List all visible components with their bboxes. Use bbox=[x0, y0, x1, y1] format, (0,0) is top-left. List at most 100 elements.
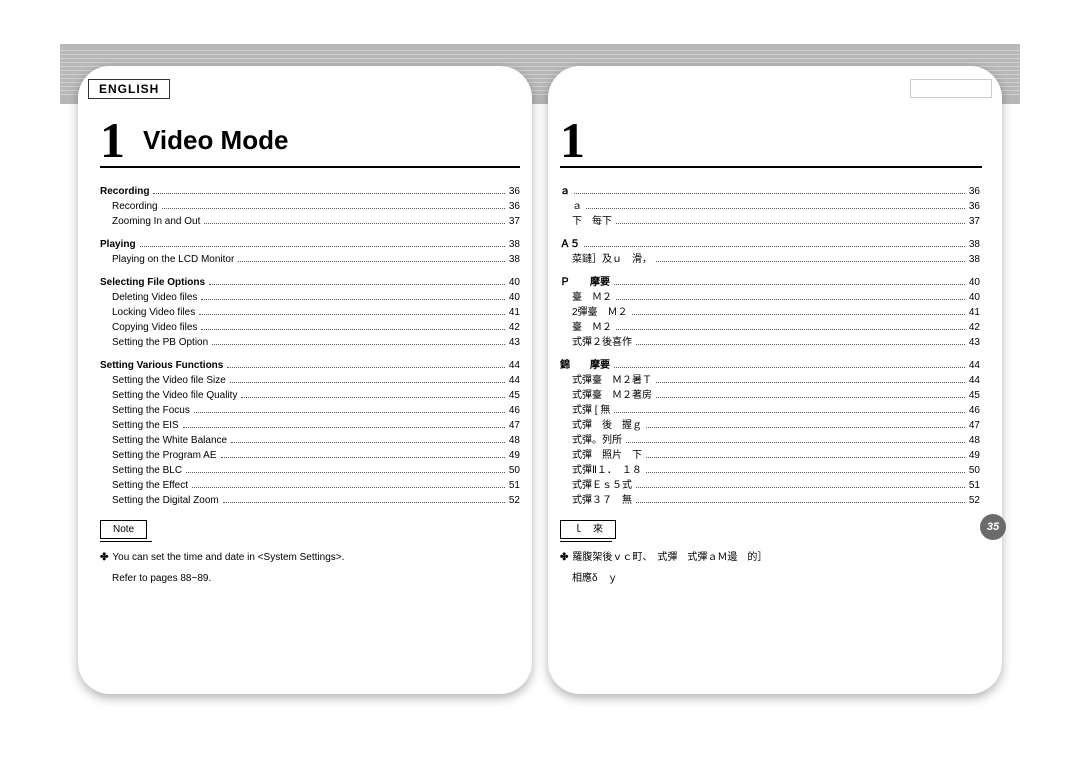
toc-label: Setting the Focus bbox=[100, 403, 190, 418]
toc-label: Setting the EIS bbox=[100, 418, 179, 433]
toc-page: 40 bbox=[969, 275, 980, 290]
toc-row: Playing38 bbox=[100, 237, 520, 252]
toc-leader-dots bbox=[574, 192, 965, 194]
language-tab-right bbox=[910, 79, 992, 98]
toc-page: 52 bbox=[509, 493, 520, 508]
toc-leader-dots bbox=[194, 411, 505, 413]
toc-page: 43 bbox=[969, 335, 980, 350]
note-box: Note bbox=[100, 520, 147, 539]
toc-row: Zooming In and Out37 bbox=[100, 214, 520, 229]
toc-label: 臺 Ｍ２ bbox=[560, 320, 612, 335]
toc-row: 式彈 照片 下 49 bbox=[560, 448, 980, 463]
cross-icon: ✤ bbox=[560, 552, 568, 563]
toc-page: 40 bbox=[969, 290, 980, 305]
toc-label: 式彈臺 Ｍ２暑Ｔ bbox=[560, 373, 652, 388]
page-number-badge: 35 bbox=[980, 514, 1006, 540]
toc-label: Playing on the LCD Monitor bbox=[100, 252, 234, 267]
toc-page: 46 bbox=[969, 403, 980, 418]
toc-row: 式彈Ｅｓ５式51 bbox=[560, 478, 980, 493]
toc-page: 42 bbox=[509, 320, 520, 335]
toc-page: 38 bbox=[969, 252, 980, 267]
toc-page: 36 bbox=[969, 199, 980, 214]
toc-label: Setting the Video file Size bbox=[100, 373, 226, 388]
toc-leader-dots bbox=[646, 426, 965, 428]
toc-leader-dots bbox=[636, 343, 965, 345]
toc-leader-dots bbox=[632, 313, 965, 315]
toc-row: Ａ５38 bbox=[560, 237, 980, 252]
note-text: ✤You can set the time and date in <Syste… bbox=[100, 550, 520, 565]
toc-leader-dots bbox=[646, 456, 965, 458]
toc-row: 菜鏈］及ｕ 滑，38 bbox=[560, 252, 980, 267]
toc-label: Setting Various Functions bbox=[100, 358, 223, 373]
toc-label: 式彈２後喜作 bbox=[560, 335, 632, 350]
toc-row: Setting the White Balance48 bbox=[100, 433, 520, 448]
toc-label: 臺 Ｍ２ bbox=[560, 290, 612, 305]
toc-page: 44 bbox=[969, 373, 980, 388]
toc-leader-dots bbox=[140, 245, 505, 247]
toc-left: Recording36Recording36Zooming In and Out… bbox=[100, 184, 520, 586]
toc-leader-dots bbox=[616, 222, 965, 224]
toc-leader-dots bbox=[636, 501, 965, 503]
toc-leader-dots bbox=[614, 411, 965, 413]
toc-row: 式彈 [ 無 46 bbox=[560, 403, 980, 418]
toc-row: ａ36 bbox=[560, 199, 980, 214]
right-title-row: 1 bbox=[560, 110, 980, 170]
toc-label: Setting the Video file Quality bbox=[100, 388, 237, 403]
toc-leader-dots bbox=[614, 366, 965, 368]
language-tab-english: ENGLISH bbox=[88, 79, 170, 99]
toc-page: 51 bbox=[509, 478, 520, 493]
toc-label: 式彈 照片 下 bbox=[560, 448, 642, 463]
toc-label: 式彈 [ 無 bbox=[560, 403, 610, 418]
toc-page: 37 bbox=[969, 214, 980, 229]
toc-leader-dots bbox=[204, 222, 504, 224]
toc-leader-dots bbox=[192, 486, 505, 488]
toc-row: ａ36 bbox=[560, 184, 980, 199]
toc-row: Setting Various Functions 44 bbox=[100, 358, 520, 373]
toc-leader-dots bbox=[616, 328, 965, 330]
toc-page: 41 bbox=[969, 305, 980, 320]
toc-page: 48 bbox=[509, 433, 520, 448]
toc-page: 49 bbox=[969, 448, 980, 463]
toc-leader-dots bbox=[656, 260, 965, 262]
toc-leader-dots bbox=[209, 283, 505, 285]
toc-label: Selecting File Options bbox=[100, 275, 205, 290]
note-text: ✤羅腹架後ｖｃ町、 式彈 式彈ａＭ邊 的］ bbox=[560, 550, 980, 565]
chapter-number-left: 1 bbox=[100, 115, 125, 165]
toc-row: 式彈臺 Ｍ２著房45 bbox=[560, 388, 980, 403]
toc-leader-dots bbox=[153, 192, 504, 194]
toc-leader-dots bbox=[646, 471, 965, 473]
toc-row: 式彈Ⅱ１． １８ 50 bbox=[560, 463, 980, 478]
toc-page: 46 bbox=[509, 403, 520, 418]
toc-leader-dots bbox=[201, 298, 504, 300]
toc-page: 40 bbox=[509, 290, 520, 305]
toc-row: 式彈３７ 無52 bbox=[560, 493, 980, 508]
toc-leader-dots bbox=[201, 328, 504, 330]
toc-row: Setting the Digital Zoom52 bbox=[100, 493, 520, 508]
manual-page: ENGLISH 1 Video Mode 1 Recording36Record… bbox=[0, 0, 1080, 764]
toc-page: 44 bbox=[969, 358, 980, 373]
chapter-number-right: 1 bbox=[560, 115, 585, 165]
toc-leader-dots bbox=[626, 441, 965, 443]
toc-leader-dots bbox=[221, 456, 505, 458]
toc-page: 42 bbox=[969, 320, 980, 335]
toc-page: 49 bbox=[509, 448, 520, 463]
toc-page: 44 bbox=[509, 358, 520, 373]
toc-row: Ｐ 摩要40 bbox=[560, 275, 980, 290]
note-text: 相應δ ｙ bbox=[560, 571, 980, 586]
toc-leader-dots bbox=[186, 471, 505, 473]
toc-page: 36 bbox=[509, 199, 520, 214]
toc-label: Deleting Video files bbox=[100, 290, 197, 305]
toc-label: Setting the Effect bbox=[100, 478, 188, 493]
toc-label: Zooming In and Out bbox=[100, 214, 200, 229]
toc-row: Setting the Video file Quality45 bbox=[100, 388, 520, 403]
title-underline-left bbox=[100, 166, 520, 168]
toc-page: 45 bbox=[969, 388, 980, 403]
toc-label: Recording bbox=[100, 199, 158, 214]
toc-label: Setting the Program AE bbox=[100, 448, 217, 463]
toc-page: 50 bbox=[969, 463, 980, 478]
toc-leader-dots bbox=[183, 426, 505, 428]
toc-label: Ａ５ bbox=[560, 237, 580, 252]
toc-label: 式彈Ⅱ１． １８ bbox=[560, 463, 642, 478]
toc-leader-dots bbox=[223, 501, 505, 503]
toc-row: 式彈２後喜作 43 bbox=[560, 335, 980, 350]
